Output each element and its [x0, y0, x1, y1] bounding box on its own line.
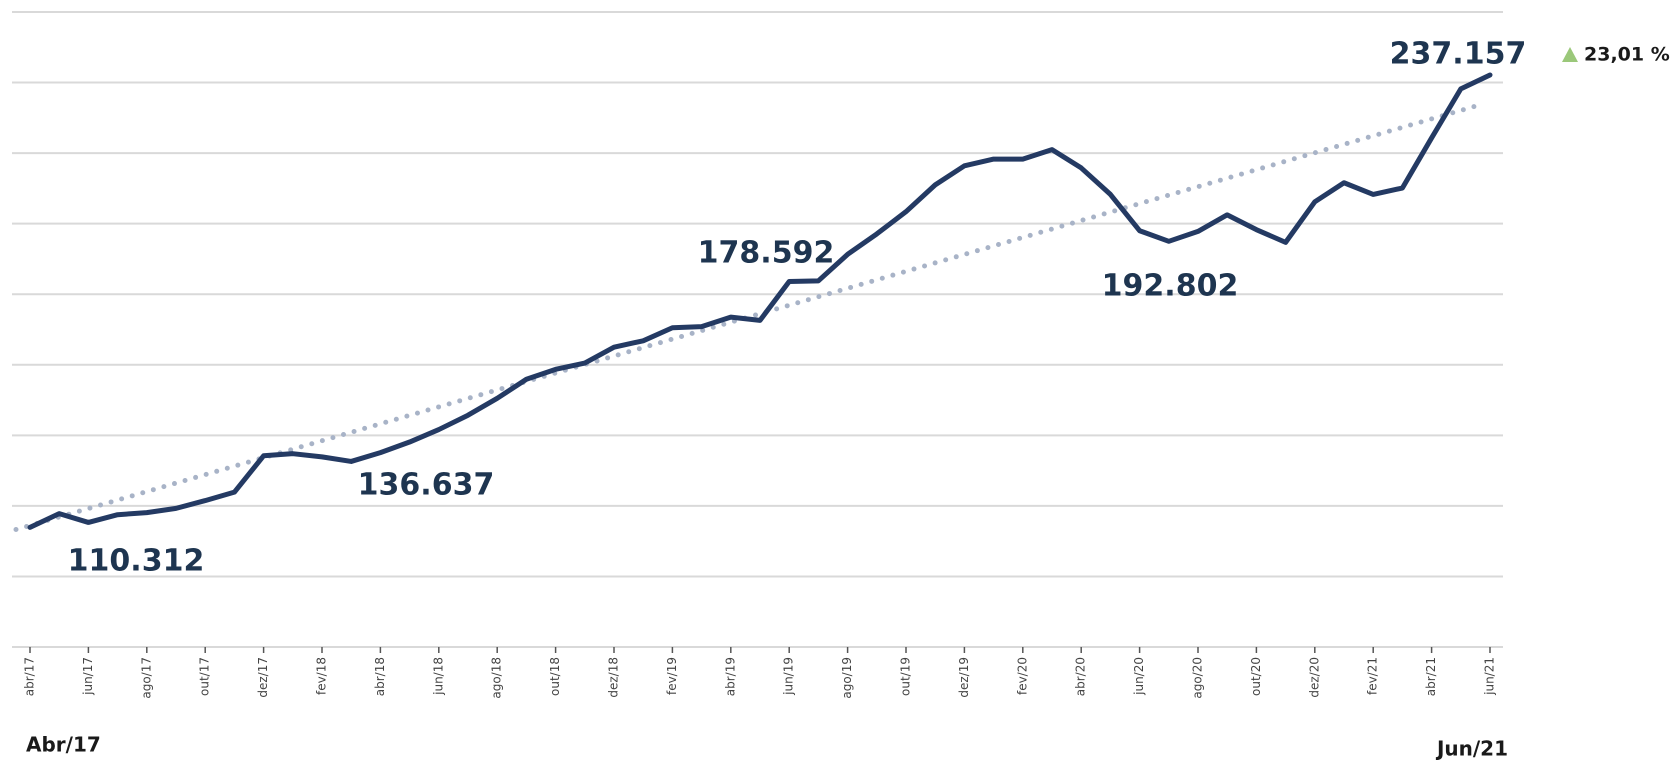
x-tick-label: abr/17	[23, 657, 37, 696]
trend-line	[13, 101, 1487, 533]
x-tick-label: out/17	[198, 657, 212, 696]
x-tick-label: out/19	[899, 657, 913, 696]
data-annotation: 192.802	[1102, 269, 1239, 304]
data-annotation: 237.157	[1390, 37, 1527, 72]
up-arrow	[1562, 47, 1578, 62]
x-tick-label: fev/21	[1366, 657, 1380, 695]
series-line	[27, 72, 1493, 530]
x-tick-label: jun/17	[81, 657, 95, 696]
x-tick-label: fev/18	[315, 657, 329, 695]
x-tick-label: jun/21	[1483, 657, 1497, 696]
x-tick-label: ago/20	[1191, 657, 1205, 699]
x-tick-label: dez/20	[1307, 657, 1321, 698]
x-tick-label: abr/19	[723, 657, 737, 696]
x-tick-label: ago/18	[490, 657, 504, 699]
x-tick-label: jun/18	[431, 657, 445, 696]
x-tick-label: fev/20	[1015, 657, 1029, 695]
x-tick-label: out/20	[1249, 657, 1263, 696]
x-tick-label: fev/19	[665, 657, 679, 695]
change-label: 23,01 %	[1584, 44, 1670, 66]
x-tick-label: jun/19	[782, 657, 796, 696]
range-start: Abr/17	[26, 733, 101, 757]
x-tick-label: dez/18	[607, 657, 621, 698]
x-tick-label: abr/21	[1424, 657, 1438, 696]
data-annotation: 110.312	[68, 544, 205, 579]
x-tick-label: dez/19	[957, 657, 971, 698]
data-annotation: 136.637	[358, 468, 495, 503]
x-tick-label: jun/20	[1132, 657, 1146, 696]
x-tick-label: ago/19	[840, 657, 854, 699]
range-end: Jun/21	[1435, 737, 1508, 761]
x-tick-label: abr/18	[373, 657, 387, 696]
x-tick-label: abr/20	[1074, 657, 1088, 696]
x-tick-label: out/18	[548, 657, 562, 696]
x-tick-label: dez/17	[256, 657, 270, 698]
data-annotation: 178.592	[698, 236, 835, 271]
x-tick-label: ago/17	[139, 657, 153, 699]
